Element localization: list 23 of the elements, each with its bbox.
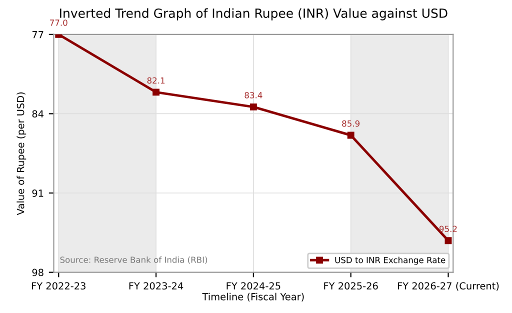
- text: 95.2: [439, 226, 457, 232]
- point: [444, 237, 452, 244]
- legend-label: USD to INR Exchange Rate: [335, 256, 446, 265]
- x-axis-title: Timeline (Fiscal Year): [202, 292, 304, 302]
- x-tick-label: FY 2022-23: [32, 282, 86, 290]
- point: [250, 103, 257, 110]
- chart-title: Inverted Trend Graph of Indian Rupee (INR) Value against USD: [60, 8, 448, 20]
- annotation: Source: Reserve Bank of India (RBI): [60, 256, 208, 264]
- text: 83.4: [244, 92, 262, 98]
- y-tick-label: 91: [32, 189, 44, 197]
- y-axis-title: Value of Rupee (per USD): [16, 92, 26, 216]
- y-tick-label: 77: [32, 31, 44, 38]
- point: [347, 132, 354, 139]
- y-tick-label: 84: [32, 110, 44, 118]
- x-tick-label: FY 2025-26: [324, 282, 378, 290]
- text: 77.0: [50, 20, 68, 26]
- x-tick-label: FY 2024-25: [226, 282, 280, 290]
- text: 85.9: [342, 120, 360, 127]
- y-tick-label: 98: [32, 268, 44, 276]
- text: 82.1: [147, 77, 165, 84]
- x-tick-label: FY 2026-27 (Current): [398, 282, 499, 291]
- x-tick-label: FY 2023-24: [129, 282, 184, 290]
- point: [152, 88, 160, 96]
